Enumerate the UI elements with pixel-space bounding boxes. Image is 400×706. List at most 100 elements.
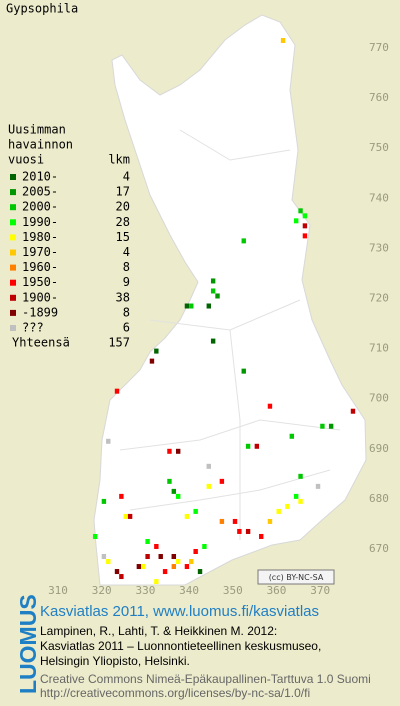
grid-cell bbox=[202, 543, 207, 549]
grid-cell bbox=[206, 483, 211, 489]
citation: Kasviatlas 2011 – Luonnontieteellinen ke… bbox=[40, 639, 321, 653]
grid-cell bbox=[210, 278, 216, 284]
grid-cell bbox=[101, 554, 107, 560]
grid-cell bbox=[267, 518, 273, 524]
grid-cell bbox=[171, 488, 177, 494]
legend-count: 20 bbox=[116, 200, 130, 214]
grid-cell bbox=[302, 213, 308, 219]
grid-cell bbox=[298, 473, 303, 479]
grid-cell bbox=[145, 538, 150, 544]
grid-cell bbox=[189, 559, 194, 565]
license-badge bbox=[257, 569, 335, 585]
grid-cell bbox=[119, 493, 124, 499]
legend-swatch bbox=[10, 249, 16, 256]
axes: 310 320 330 340 350 360 370 670 680 690 700 710 720 7… bbox=[48, 41, 389, 597]
grid-cell bbox=[119, 574, 124, 580]
grid-cell bbox=[293, 493, 299, 499]
legend-heading: havainnon bbox=[8, 138, 73, 152]
legend-label: 1970- bbox=[22, 245, 58, 259]
title: Gypsophila bbox=[6, 2, 78, 16]
x-tick-label: 340 bbox=[179, 584, 199, 597]
grid-cell bbox=[167, 448, 172, 454]
x-tick-label: 370 bbox=[310, 584, 330, 597]
grid-cell bbox=[254, 443, 260, 449]
grid-cell bbox=[302, 233, 308, 239]
legend-count: 15 bbox=[116, 230, 130, 244]
legend-swatch bbox=[10, 309, 16, 316]
y-tick-label: 700 bbox=[369, 392, 389, 405]
total-label: Yhteensä bbox=[12, 336, 70, 350]
grid-cell bbox=[328, 423, 334, 429]
border bbox=[179, 129, 291, 161]
legend-swatch bbox=[10, 325, 16, 331]
legend-count: 9 bbox=[123, 275, 130, 289]
legend-count: 4 bbox=[123, 245, 130, 259]
legend-label: 2005- bbox=[22, 185, 58, 199]
grid-cell bbox=[320, 423, 325, 429]
grid-cell bbox=[145, 554, 150, 560]
grid-cell bbox=[101, 498, 107, 504]
grid-cell bbox=[215, 293, 220, 299]
count-heading: lkm bbox=[108, 153, 130, 167]
legend-swatch bbox=[10, 204, 16, 211]
y-tick-label: 690 bbox=[369, 442, 389, 455]
grid-cell bbox=[154, 579, 159, 585]
y-tick-label: 740 bbox=[369, 191, 389, 204]
license: http://creativecommons.org/licenses/by-n… bbox=[40, 686, 310, 700]
x-tick-label: 310 bbox=[48, 584, 68, 597]
citation: Lampinen, R., Lahti, T. & Heikkinen M. 2… bbox=[40, 624, 277, 638]
grid-cell bbox=[171, 564, 177, 570]
grid-cell bbox=[197, 569, 203, 575]
grid-cell bbox=[245, 528, 251, 534]
legend-label: 2010- bbox=[22, 170, 58, 184]
y-tick-label: 770 bbox=[369, 41, 389, 54]
grid-cell bbox=[232, 518, 238, 524]
legend-label: 1960- bbox=[22, 260, 58, 274]
grid-cell bbox=[175, 493, 181, 499]
license: Creative Commons Nimeä-Epäkaupallinen-Ta… bbox=[40, 672, 371, 686]
grid-cell bbox=[210, 288, 216, 294]
y-tick-label: 680 bbox=[369, 492, 389, 505]
grid-cell bbox=[293, 218, 299, 224]
legend-swatch bbox=[10, 264, 16, 271]
legend-label: 2000- bbox=[22, 200, 58, 214]
legend-count: 28 bbox=[116, 215, 130, 229]
legend-heading: vuosi bbox=[8, 153, 44, 167]
legend-count: 8 bbox=[123, 260, 130, 274]
grid-cell bbox=[193, 508, 198, 514]
grid-cell bbox=[154, 348, 159, 354]
y-tick-label: 720 bbox=[369, 292, 389, 305]
legend-label: 1950- bbox=[22, 275, 58, 289]
legend-swatch bbox=[10, 294, 16, 301]
grid-cell bbox=[184, 303, 190, 309]
grid-cell bbox=[350, 408, 356, 414]
legend-count: 6 bbox=[123, 321, 130, 335]
grid-cell bbox=[127, 513, 133, 519]
legend-label: ??? bbox=[22, 321, 44, 335]
y-tick-label: 760 bbox=[369, 91, 389, 104]
grid-cell bbox=[241, 238, 246, 244]
grid-cell bbox=[315, 483, 321, 489]
legend-swatch bbox=[10, 174, 16, 180]
grid-cell bbox=[184, 513, 190, 519]
grid-cell bbox=[106, 438, 111, 444]
grid-cell bbox=[280, 37, 286, 43]
grid-cell bbox=[171, 554, 177, 560]
grid-cell bbox=[237, 528, 242, 534]
grid-cell bbox=[241, 368, 246, 374]
finland-outline bbox=[93, 14, 367, 586]
y-tick-label: 670 bbox=[369, 542, 389, 555]
grid-cell bbox=[175, 448, 181, 454]
grid-cell bbox=[162, 569, 168, 575]
grid-cell bbox=[149, 358, 155, 364]
grid-cell bbox=[206, 303, 211, 309]
legend-label: 1990- bbox=[22, 215, 58, 229]
border bbox=[119, 419, 341, 451]
x-tick-label: 320 bbox=[92, 584, 112, 597]
grid-cell bbox=[219, 478, 225, 484]
legend-count: 4 bbox=[123, 170, 130, 184]
grid-cell bbox=[193, 549, 198, 554]
license-badge-text: (cc) BY-NC-SA bbox=[269, 573, 324, 582]
grid-cell bbox=[136, 564, 142, 570]
